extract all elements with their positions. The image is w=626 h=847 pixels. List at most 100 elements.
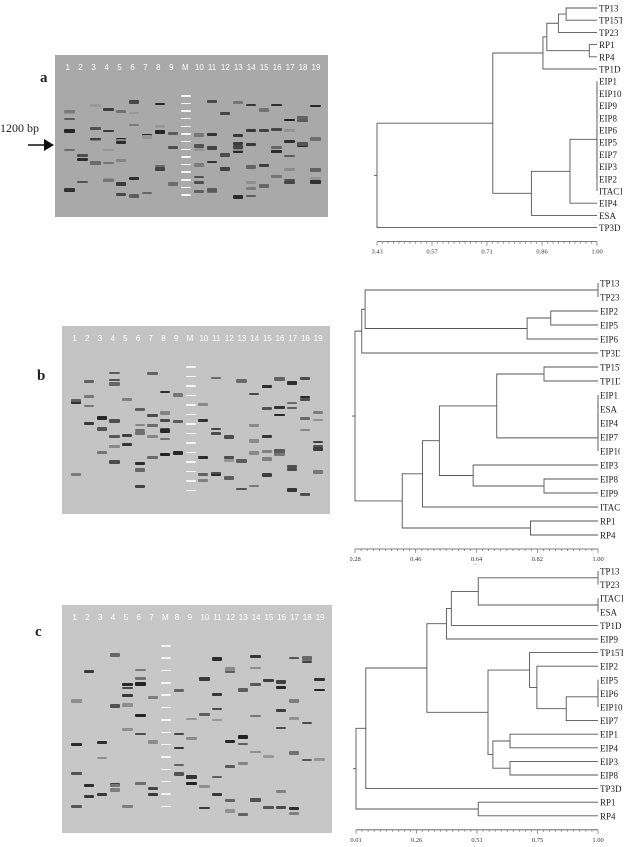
dendrogram-branches <box>374 7 598 229</box>
gel-band <box>271 150 282 153</box>
gel-band <box>71 473 82 476</box>
gel-band <box>249 451 260 455</box>
ladder-band <box>185 394 196 396</box>
lane-label: 6 <box>136 613 141 622</box>
ladder-band <box>160 706 172 709</box>
ladder-band <box>185 366 196 368</box>
lane-label: 4 <box>110 334 115 343</box>
lane-label: 10 <box>199 334 209 343</box>
gel-image-a: 1 2 3 4 5 6 7 8 9 M 10 11 12 13 14 15 16 17 18 19 <box>55 55 328 217</box>
lane-label: 12 <box>226 613 235 622</box>
gel-band <box>160 419 171 423</box>
ladder-band <box>180 163 192 166</box>
gel-band <box>160 453 171 457</box>
gel-band <box>263 679 274 682</box>
axis-tick-label: 1.00 <box>591 249 602 255</box>
gel-band <box>274 377 285 382</box>
gel-band <box>135 714 146 717</box>
gel-band <box>245 186 256 190</box>
ladder-band <box>180 133 192 135</box>
leaf-label: TP1D <box>600 377 620 387</box>
gel-band <box>84 669 95 674</box>
gel-band <box>83 421 95 426</box>
gel-band <box>212 707 223 711</box>
leaf-label: EIP4 <box>600 743 619 753</box>
dendrogram-branch <box>472 464 598 487</box>
gel-band <box>173 732 184 736</box>
gel-band <box>310 137 321 141</box>
dendrogram-branch <box>365 667 598 790</box>
dendrogram-branch <box>422 440 598 508</box>
axis-tick-label: 0.57 <box>426 249 438 255</box>
dendrogram-branch <box>529 652 598 688</box>
axis-title: Coefficient <box>461 564 492 565</box>
ladder-band <box>160 694 172 696</box>
gel-band <box>84 784 95 788</box>
leaf-label: ESA <box>600 607 618 617</box>
gel-band <box>232 144 243 149</box>
gel-band <box>154 164 166 168</box>
gel-band <box>193 143 205 148</box>
gel-band <box>224 739 236 744</box>
leaf-label: EIP8 <box>600 771 619 781</box>
gel-band <box>193 163 205 168</box>
leaf-label: ESA <box>599 211 617 221</box>
gel-band <box>193 181 205 184</box>
axis-tick-label: 0.43 <box>372 249 383 255</box>
gel-band <box>90 137 101 141</box>
lane-label: 9 <box>173 334 179 343</box>
ladder-band <box>180 171 192 173</box>
gel-band <box>96 427 107 431</box>
gel-band <box>122 694 133 698</box>
gel-band <box>103 107 114 112</box>
lane-label: 1 <box>72 334 77 343</box>
leaf-label: EIP10 <box>600 447 620 457</box>
lane-label: 13 <box>233 63 243 72</box>
gel-band <box>223 459 234 463</box>
dendrogram-c: TP13 TP23 ITAC1 ESA TP1D EIP9 TP15T EIP2 EIP5 EIP… <box>350 567 623 843</box>
gel-band <box>212 793 223 797</box>
lane-label: 5 <box>123 613 129 622</box>
lane-label: 6 <box>130 63 135 72</box>
gel-band <box>310 179 321 184</box>
gel-band <box>173 688 184 692</box>
ladder-band <box>160 805 172 808</box>
dendrogram-branch <box>546 22 590 52</box>
ladder-band <box>160 768 172 771</box>
gel-band <box>64 117 75 121</box>
gel-band <box>236 487 247 490</box>
ladder-band <box>185 442 196 444</box>
gel-band <box>90 103 101 107</box>
gel-band <box>287 465 298 469</box>
gel-band <box>314 758 325 761</box>
leaf-label: EIP9 <box>600 635 619 645</box>
gel-band <box>237 688 248 692</box>
leaf-label: EIP8 <box>600 475 619 485</box>
gel-band <box>224 669 236 674</box>
gel-band <box>245 142 256 147</box>
ladder-band <box>180 186 192 189</box>
gel-band <box>64 110 75 113</box>
gel-band <box>312 440 323 444</box>
panel-letter-c: c <box>35 624 42 640</box>
gel-band <box>147 424 158 428</box>
lane-label: M <box>182 63 189 72</box>
gel-band <box>173 746 184 749</box>
gel-band <box>154 124 166 128</box>
gel-band <box>232 150 243 153</box>
gel-band <box>122 397 133 401</box>
lane-label: 7 <box>148 334 153 343</box>
lane-label: 15 <box>264 613 274 622</box>
leaf-label: EIP3 <box>600 757 619 767</box>
gel-band <box>96 416 107 421</box>
leaf-label: ESA <box>600 405 618 415</box>
ladder-band <box>180 125 192 128</box>
leaf-label: TP13 <box>600 567 620 577</box>
gel-band <box>199 784 210 788</box>
ladder-band <box>180 194 192 196</box>
gel-band <box>64 129 75 133</box>
dendrogram-branch <box>477 801 598 817</box>
axis-tick-label: 0.75 <box>532 837 543 842</box>
gel-band <box>310 168 321 172</box>
lane-label: 13 <box>237 334 247 343</box>
